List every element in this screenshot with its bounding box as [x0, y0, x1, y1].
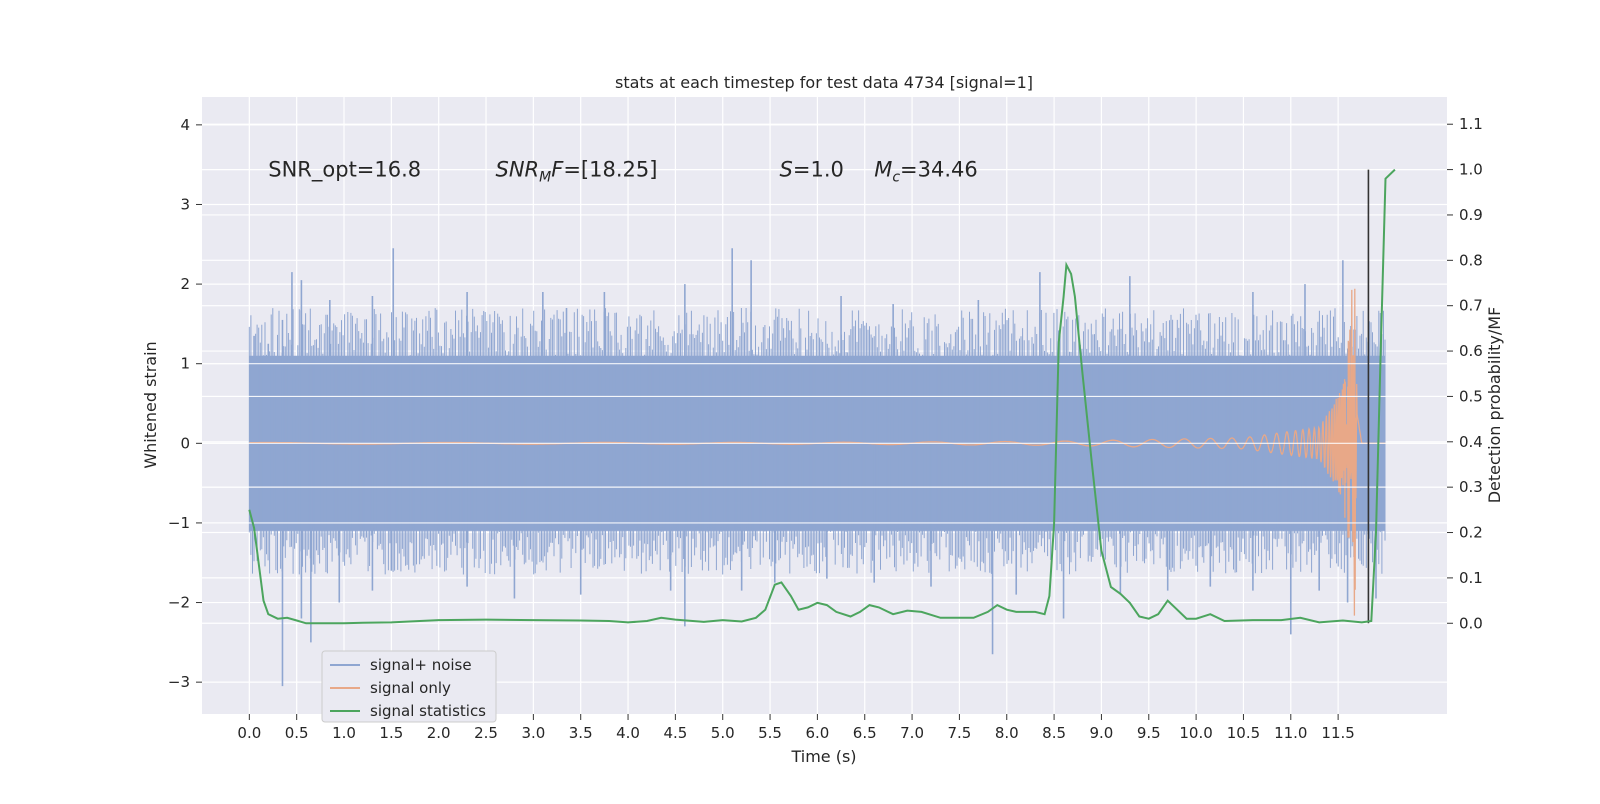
y-right-tick-label: 0.1 [1459, 569, 1483, 587]
y-left-tick-label: 3 [180, 195, 190, 213]
x-tick-label: 8.5 [1042, 724, 1066, 742]
y-right-tick-label: 1.1 [1459, 115, 1483, 133]
y-right-tick-label: 0.7 [1459, 297, 1483, 315]
y-right-tick-label: 0.0 [1459, 614, 1483, 632]
x-tick-label: 10.0 [1179, 724, 1212, 742]
x-tick-label: 1.0 [332, 724, 356, 742]
annotation-text: SNR_opt=16.8 [268, 158, 421, 183]
annotation-text: Mc=34.46 [874, 158, 978, 186]
x-tick-label: 11.5 [1321, 724, 1354, 742]
annotation-text: SNRMF=[18.25] [495, 158, 657, 186]
y-left-tick-label: 0 [180, 434, 190, 452]
x-tick-label: 4.0 [616, 724, 640, 742]
x-tick-label: 2.5 [474, 724, 498, 742]
x-tick-label: 0.0 [237, 724, 261, 742]
legend-label: signal statistics [370, 702, 486, 720]
legend-box [321, 650, 497, 723]
x-tick-label: 11.0 [1274, 724, 1307, 742]
x-tick-label: 1.5 [379, 724, 403, 742]
x-tick-label: 10.5 [1227, 724, 1260, 742]
axis-layer: 0.0 0.5 1.0 1.5 2.0 2.5 3.0 3.5 4.0 4.5 5.0 5.5 6.0 6… [168, 115, 1483, 742]
y-right-tick-label: 0.8 [1459, 251, 1483, 269]
x-tick-label: 3.0 [521, 724, 545, 742]
y-right-tick-label: 0.3 [1459, 478, 1483, 496]
x-axis-label: Time (s) [790, 747, 856, 766]
y-right-tick-label: 0.2 [1459, 524, 1483, 542]
x-tick-label: 7.5 [947, 724, 971, 742]
x-tick-label: 6.0 [805, 724, 829, 742]
y-left-tick-label: −2 [168, 594, 190, 612]
y-right-tick-label: 0.9 [1459, 206, 1483, 224]
x-tick-label: 5.0 [711, 724, 735, 742]
annotation-text: S=1.0 [780, 158, 844, 182]
y-left-tick-label: 4 [180, 116, 190, 134]
y-left-tick-label: −1 [168, 514, 190, 532]
legend-label: signal only [370, 679, 451, 697]
x-tick-label: 9.0 [1090, 724, 1114, 742]
signal-statistics-line [248, 168, 1396, 625]
x-tick-label: 5.5 [758, 724, 782, 742]
x-tick-label: 9.5 [1137, 724, 1161, 742]
x-tick-label: 2.0 [427, 724, 451, 742]
y-left-tick-label: −3 [168, 673, 190, 691]
legend: signal+ noise signal only signal statistic… [321, 650, 497, 723]
y-right-tick-label: 1.0 [1459, 161, 1483, 179]
y-axis-label-right: Detection probability/MF [1485, 307, 1504, 504]
x-tick-label: 6.5 [853, 724, 877, 742]
y-right-tick-label: 0.6 [1459, 342, 1483, 360]
x-tick-label: 8.0 [995, 724, 1019, 742]
x-tick-label: 4.5 [663, 724, 687, 742]
series-layer [202, 168, 1447, 687]
x-tick-label: 7.0 [900, 724, 924, 742]
y-axis-label-left: Whitened strain [141, 341, 160, 468]
chart-title: stats at each timestep for test data 473… [615, 73, 1033, 92]
y-right-tick-label: 0.4 [1459, 433, 1483, 451]
x-tick-label: 0.5 [285, 724, 309, 742]
x-tick-label: 3.5 [569, 724, 593, 742]
y-right-tick-label: 0.5 [1459, 387, 1483, 405]
y-left-tick-label: 2 [180, 275, 190, 293]
y-left-tick-label: 1 [180, 355, 190, 373]
legend-label: signal+ noise [370, 656, 472, 674]
annotations: SNR_opt=16.8 SNRMF=[18.25] S=1.0 Mc=34.46 [268, 158, 977, 186]
